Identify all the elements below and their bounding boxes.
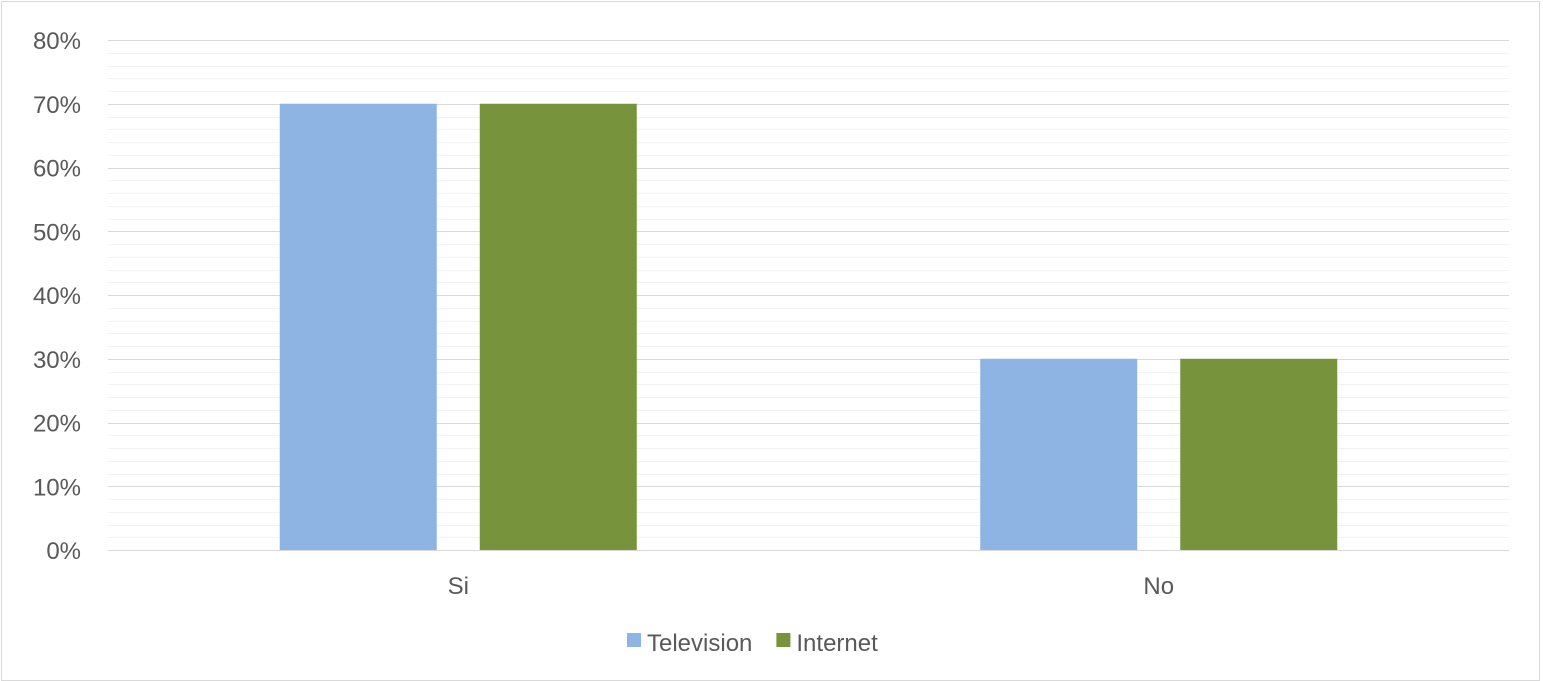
y-tick-label: 60% (33, 156, 81, 183)
x-tick-label: Si (448, 573, 469, 600)
legend: Television Internet (627, 630, 878, 657)
y-axis: 0% 10% 20% 30% 40% 50% 60% 70% 80% (33, 28, 81, 565)
x-axis: Si No (448, 573, 1175, 600)
legend-label-internet: Internet (796, 630, 878, 657)
x-tick-label: No (1143, 573, 1174, 600)
y-tick-label: 30% (33, 347, 81, 374)
y-tick-label: 70% (33, 92, 81, 119)
legend-swatch-television (627, 633, 641, 647)
bar-internet-si (480, 104, 637, 550)
legend-swatch-internet (776, 633, 790, 647)
y-tick-label: 80% (33, 28, 81, 55)
y-tick-label: 50% (33, 219, 81, 246)
bar-internet-no (1180, 359, 1337, 550)
legend-label-television: Television (647, 630, 752, 657)
bars (280, 104, 1338, 550)
y-tick-label: 40% (33, 283, 81, 310)
bar-television-no (980, 359, 1137, 550)
bar-television-si (280, 104, 437, 550)
y-tick-label: 10% (33, 474, 81, 501)
y-tick-label: 20% (33, 411, 81, 438)
y-tick-label: 0% (46, 538, 81, 565)
